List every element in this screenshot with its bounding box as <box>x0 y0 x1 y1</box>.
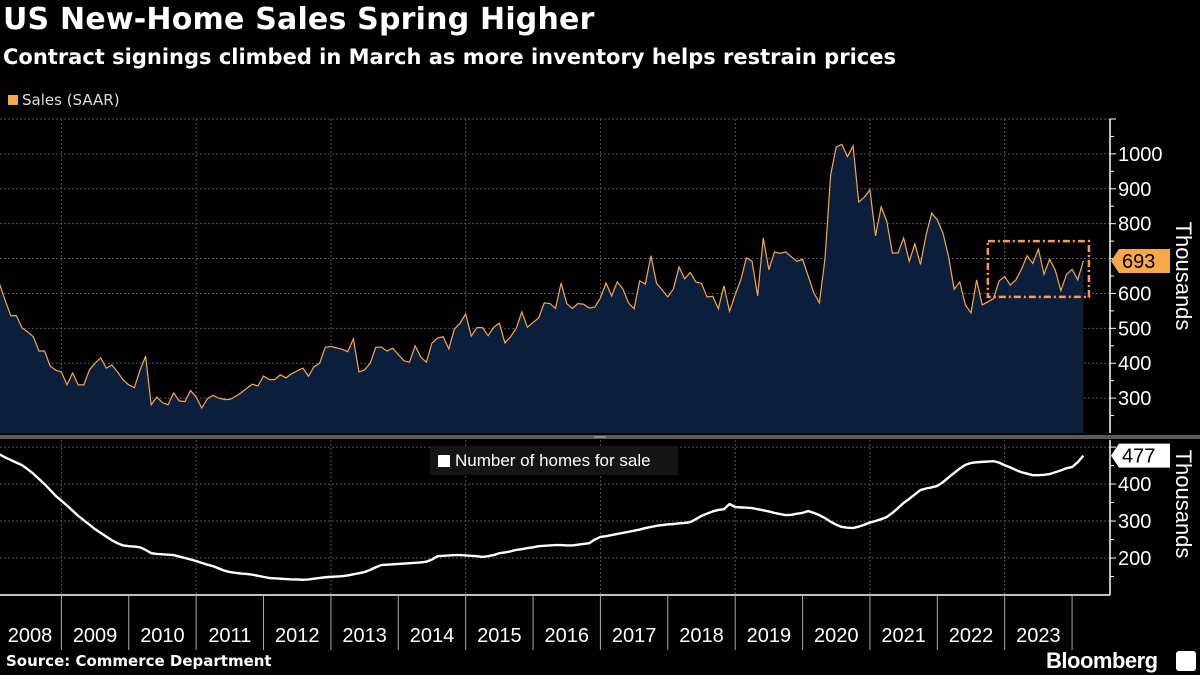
inventory-last-value-label-text: 477 <box>1122 446 1155 468</box>
panel-resize-handle <box>594 436 606 438</box>
x-axis-tick-label: 2020 <box>814 625 859 647</box>
sales-last-value-label-text: 693 <box>1122 251 1155 273</box>
x-axis-tick-label: 2017 <box>612 625 657 647</box>
bloomberg-chart-icon <box>1176 651 1196 671</box>
sales-y-tick-label: 900 <box>1118 179 1151 201</box>
bloomberg-logo: Bloomberg <box>1046 648 1158 673</box>
x-axis-tick-label: 2021 <box>881 625 926 647</box>
x-axis-tick-label: 2022 <box>949 625 994 647</box>
highlight-box <box>986 239 1091 299</box>
inventory-line <box>0 453 1085 582</box>
sales-line <box>0 143 1084 410</box>
sales-area-fill <box>0 144 1084 433</box>
chart-title: US New-Home Sales Spring Higher <box>3 2 595 37</box>
legend-swatch-inventory <box>438 454 450 467</box>
legend-label-inventory: Number of homes for sale <box>455 450 651 470</box>
x-axis-tick-label: 2009 <box>73 625 118 647</box>
chart-subtitle: Contract signings climbed in March as mo… <box>3 45 896 69</box>
x-axis-tick-label: 2019 <box>747 625 792 647</box>
sales-last-value-label-bg <box>1111 248 1170 273</box>
x-axis-tick-label: 2015 <box>477 625 522 647</box>
sales-y-tick-label: 400 <box>1118 353 1151 375</box>
x-axis-tick-label: 2012 <box>275 625 320 647</box>
x-axis-tick-label: 2023 <box>1016 625 1061 647</box>
inventory-last-value-label-bg <box>1111 443 1170 468</box>
legend-label-sales: Sales (SAAR) <box>22 91 120 109</box>
sales-y-tick-label: 500 <box>1118 318 1151 340</box>
sales-y-tick-label: 300 <box>1118 388 1151 410</box>
legend-inventory: Number of homes for sale <box>430 446 678 475</box>
x-axis-tick-label: 2011 <box>208 625 251 647</box>
x-axis-tick-label: 2010 <box>140 625 185 647</box>
legend-sales: Sales (SAAR) <box>8 91 120 109</box>
sales-y-tick-label: 1000 <box>1118 144 1163 166</box>
inventory-y-tick-label: 400 <box>1118 474 1151 496</box>
inventory-y-tick-label: 200 <box>1118 548 1151 570</box>
sales-y-tick-label: 800 <box>1118 214 1151 236</box>
sales-last-value-label: 693 <box>1111 248 1170 273</box>
sales-y-axis-title: Thousands <box>1171 222 1196 331</box>
x-axis-tick-label: 2018 <box>679 625 724 647</box>
x-axis-tick-label: 2014 <box>410 625 455 647</box>
sales-y-tick-label: 600 <box>1118 283 1151 305</box>
source-note: Source: Commerce Department <box>6 652 272 670</box>
inventory-last-value-label: 477 <box>1111 443 1170 468</box>
legend-swatch-sales <box>8 95 18 105</box>
x-axis-tick-label: 2008 <box>8 625 53 647</box>
x-axis-tick-label: 2013 <box>342 625 387 647</box>
x-axis-tick-label: 2016 <box>544 625 589 647</box>
inventory-y-axis-title: Thousands <box>1171 450 1196 559</box>
inventory-y-tick-label: 300 <box>1118 511 1151 533</box>
